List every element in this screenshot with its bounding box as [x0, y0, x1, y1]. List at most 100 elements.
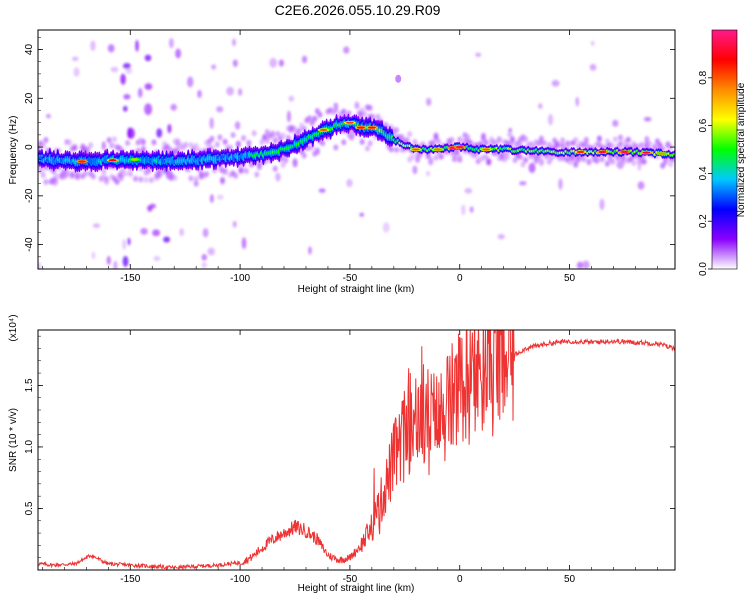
ridge-halo [140, 138, 146, 145]
ridge-halo [594, 157, 600, 164]
ridge-halo [409, 153, 415, 160]
snr-xtick-label: -100 [230, 574, 250, 585]
ridge-halo [367, 104, 373, 111]
ridge-halo [296, 127, 302, 134]
noise-speck [359, 212, 365, 217]
hotspot-core [433, 148, 442, 151]
ridge-halo [159, 169, 165, 176]
ridge-halo [246, 140, 252, 147]
ridge-halo [457, 154, 463, 161]
ridge-halo [272, 137, 278, 144]
colorbar-tick-label: 0.8 [698, 70, 709, 84]
ridge-halo [512, 157, 518, 164]
noise-speck [170, 103, 177, 111]
ridge-halo [520, 161, 526, 168]
ridge-halo [109, 142, 115, 149]
ridge-halo [583, 140, 589, 147]
ridge-halo [256, 164, 262, 171]
ridge-halo [393, 146, 399, 153]
noise-speck [144, 103, 153, 116]
ridge-halo [193, 175, 199, 182]
noise-speck [90, 40, 96, 51]
ridge-halo [243, 167, 249, 174]
noise-speck [558, 178, 563, 190]
noise-speck [167, 123, 172, 134]
spectrogram-xtick-label: -150 [120, 273, 140, 284]
hotspot-core [345, 121, 354, 124]
ridge-halo [393, 127, 399, 134]
noise-speck [346, 178, 353, 188]
ridge-halo [438, 153, 444, 160]
ridge-halo [436, 138, 442, 145]
ridge-halo [333, 107, 339, 114]
noise-speck [241, 237, 247, 250]
spectrogram-plot-area [38, 37, 675, 269]
ridge-halo [238, 167, 244, 174]
noise-speck [232, 38, 236, 47]
ridge-halo [143, 176, 149, 183]
ridge-halo [570, 155, 576, 162]
ridge-halo [483, 139, 489, 146]
spectrogram-xtick-label: -100 [230, 273, 250, 284]
ridge-halo [625, 136, 631, 143]
ridge-halo [64, 171, 70, 178]
ridge-halo [204, 171, 210, 178]
noise-speck [538, 103, 543, 110]
ridge-halo [40, 172, 46, 179]
noise-speck [38, 262, 42, 269]
ridge-halo [509, 136, 515, 143]
hotspot-core [642, 151, 651, 154]
ridge-halo [596, 135, 602, 142]
ridge-halo [220, 177, 226, 184]
noise-speck [137, 87, 143, 98]
ridge-halo [536, 140, 542, 147]
noise-speck [469, 206, 474, 213]
isolated-blip [395, 74, 402, 83]
noise-speck [123, 94, 131, 100]
noise-speck [269, 57, 278, 68]
ridge-halo [560, 142, 566, 149]
ridge-halo [217, 134, 223, 141]
noise-speck [163, 236, 171, 243]
ridge-halo [610, 143, 616, 150]
ridge-halo [504, 153, 510, 160]
ridge-halo [549, 154, 555, 161]
ridge-halo [404, 137, 410, 144]
ridge-halo [320, 140, 326, 147]
hotspot-core [130, 158, 139, 161]
ridge-halo [241, 135, 247, 142]
ridge-halo [85, 146, 91, 153]
noise-speck [461, 204, 466, 216]
ridge-halo [560, 137, 566, 144]
ridge-halo [188, 175, 194, 182]
ridge-halo [341, 139, 347, 146]
ridge-halo [111, 136, 117, 143]
noise-speck [122, 105, 128, 112]
noise-speck [232, 220, 237, 228]
noise-speck [144, 54, 152, 62]
noise-speck [201, 261, 207, 269]
noise-speck [637, 181, 645, 190]
spectrogram-ytick-label: -20 [24, 188, 35, 203]
colorbar-tick-label: 0.2 [698, 214, 709, 228]
noise-speck [110, 66, 119, 73]
ridge-halo [272, 165, 278, 172]
ridge-halo [209, 135, 215, 142]
ridge-halo [222, 138, 228, 145]
noise-speck [122, 63, 131, 69]
ridge-halo [40, 142, 46, 149]
noise-speck [152, 229, 161, 237]
hotspot-core [657, 152, 666, 155]
noise-speck [318, 188, 326, 193]
ridge-halo [430, 139, 436, 146]
ridge-halo [314, 149, 320, 156]
ridge-halo [264, 137, 270, 144]
ridge-halo [618, 140, 624, 147]
ridge-halo [151, 139, 157, 146]
ridge-halo [122, 170, 128, 177]
noise-speck [547, 113, 554, 126]
hotspot-core [455, 145, 464, 149]
ridge-halo [359, 138, 365, 145]
ridge-halo [82, 170, 88, 177]
ridge-halo [214, 141, 220, 148]
